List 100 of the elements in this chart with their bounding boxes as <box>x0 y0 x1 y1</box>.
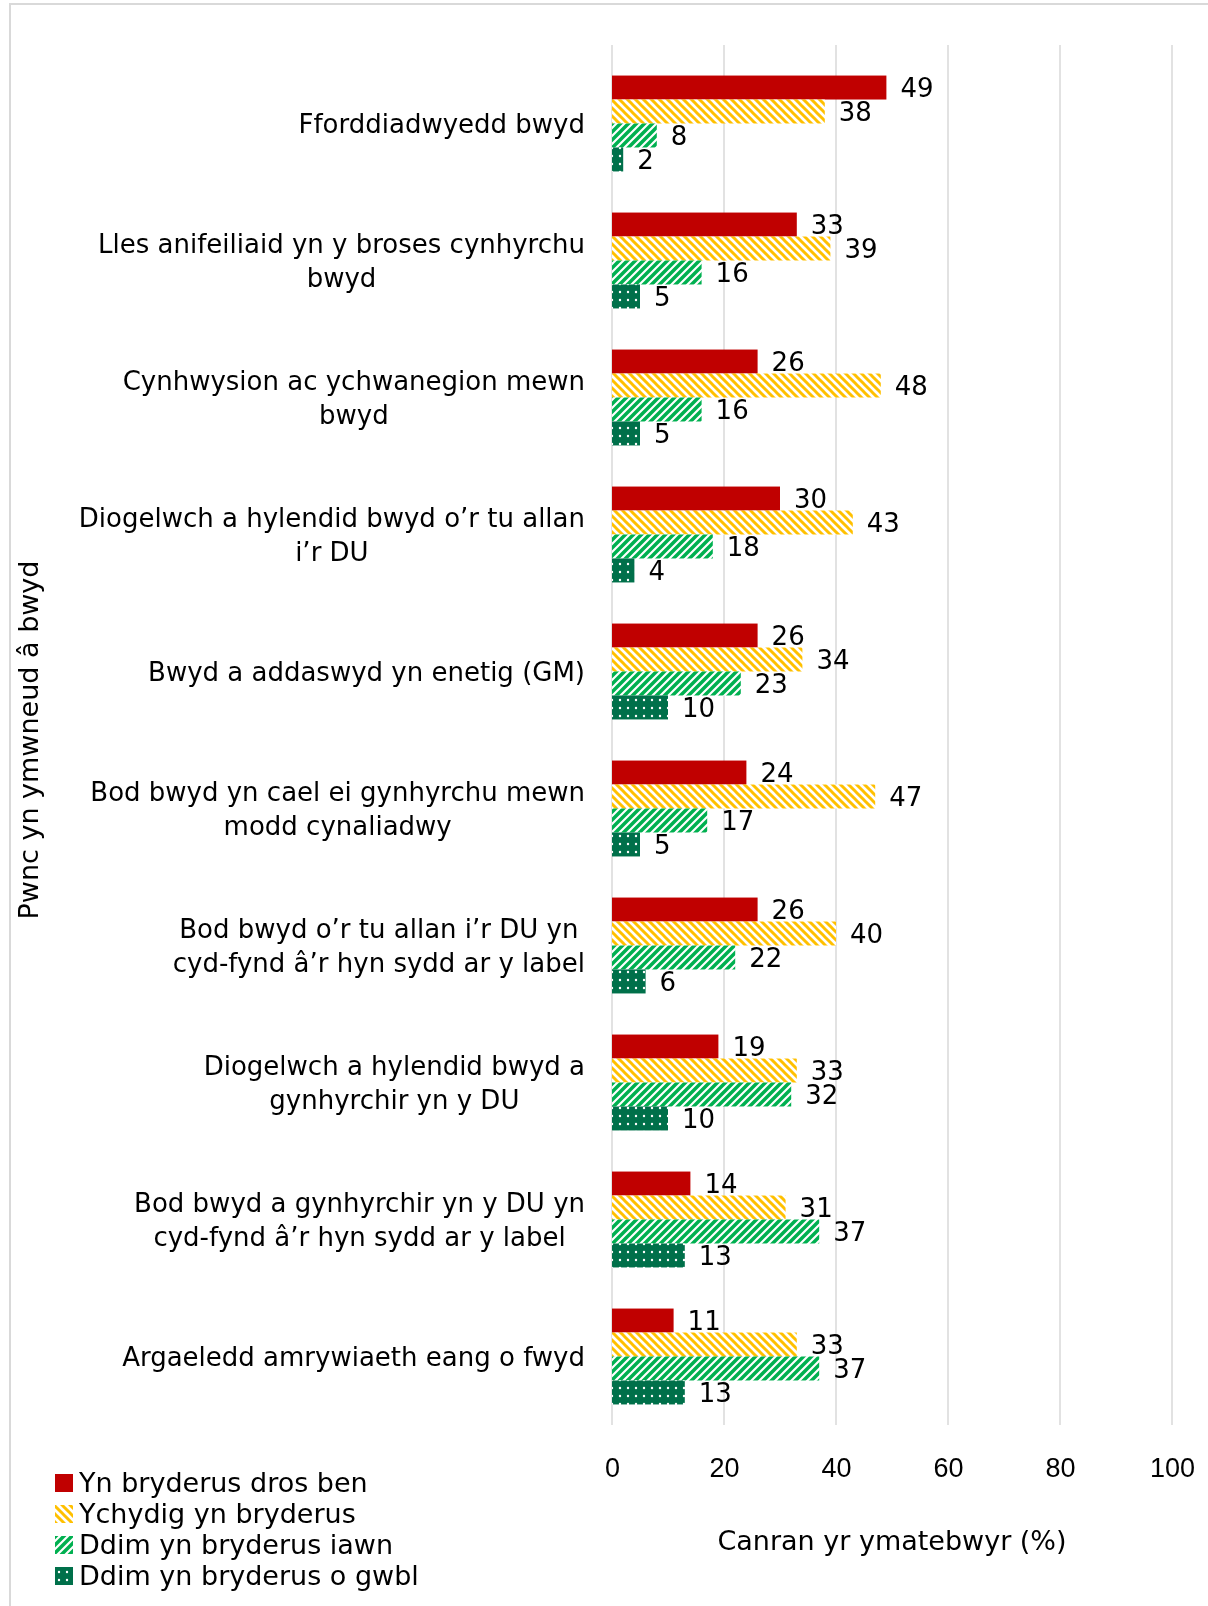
y-tick-label: Argaeledd amrywiaeth eang o fwyd <box>122 1341 585 1372</box>
bar <box>612 147 624 172</box>
data-label: 43 <box>866 507 900 538</box>
bar <box>612 397 702 422</box>
x-tick-label: 60 <box>933 1453 964 1484</box>
data-label: 26 <box>771 894 805 925</box>
data-label: 33 <box>810 209 844 240</box>
bar <box>612 647 803 672</box>
bar <box>612 832 640 857</box>
legend-label: Yn bryderus dros ben <box>78 1467 368 1499</box>
x-axis-title: Canran yr ymatebwyr (%) <box>717 1525 1067 1556</box>
bar <box>612 760 747 785</box>
bar <box>612 1106 668 1131</box>
bar <box>612 373 881 398</box>
bar <box>612 558 635 583</box>
data-label: 39 <box>844 233 878 264</box>
bar <box>612 534 713 559</box>
bar <box>612 99 825 124</box>
y-tick-label: Diogelwch a hylendid bwyd a gynhyrchir yn y DU <box>203 1050 585 1115</box>
bar <box>612 808 708 833</box>
x-tick-label: 100 <box>1149 1453 1196 1484</box>
y-tick-label: Lles anifeiliaid yn y broses cynhyrchu bwyd <box>98 228 585 293</box>
data-label: 49 <box>900 72 934 103</box>
x-tick-label: 80 <box>1045 1453 1076 1484</box>
legend-label: Ddim yn bryderus o gwbl <box>79 1560 419 1592</box>
data-label: 47 <box>889 781 923 812</box>
y-tick-label: Diogelwch a hylendid bwyd o’r tu allan i’r DU <box>78 502 585 567</box>
legend-label: Ychydig yn bryderus <box>78 1498 356 1530</box>
bar <box>612 671 741 696</box>
x-tick-label: 40 <box>821 1453 852 1484</box>
bar <box>612 1058 797 1083</box>
bar <box>612 123 657 148</box>
data-label: 26 <box>771 346 805 377</box>
bar <box>612 260 702 285</box>
data-label: 40 <box>850 918 884 949</box>
data-label: 37 <box>833 1353 867 1384</box>
bar <box>612 236 831 261</box>
bar <box>612 486 780 511</box>
data-label: 22 <box>749 942 783 973</box>
data-label: 6 <box>659 966 677 997</box>
bar <box>612 1219 820 1244</box>
data-label: 2 <box>637 144 654 175</box>
bar <box>612 510 853 535</box>
bar <box>612 212 797 237</box>
data-label: 34 <box>816 644 850 675</box>
bar <box>612 1171 691 1196</box>
bar <box>612 1308 674 1333</box>
data-label: 5 <box>654 418 671 449</box>
bar <box>612 695 668 720</box>
y-tick-label: Bwyd a addaswyd yn enetig (GM) <box>148 656 585 687</box>
data-label: 10 <box>682 1103 716 1134</box>
bar <box>612 897 758 922</box>
data-label: 5 <box>654 281 671 312</box>
data-label: 23 <box>754 668 788 699</box>
data-label: 13 <box>698 1240 732 1271</box>
bar <box>612 349 758 374</box>
data-label: 10 <box>682 692 716 723</box>
bar <box>612 1034 719 1059</box>
bar <box>612 784 876 809</box>
data-label: 4 <box>648 555 665 586</box>
bar <box>612 421 640 446</box>
data-label: 31 <box>799 1192 833 1223</box>
data-label: 8 <box>670 120 688 151</box>
y-axis-title: Pwnc yn ymwneud â bwyd <box>13 560 44 920</box>
bar <box>612 284 640 309</box>
bar <box>612 1356 820 1381</box>
data-label: 24 <box>760 757 794 788</box>
data-label: 5 <box>654 829 671 860</box>
bar <box>612 945 736 970</box>
data-label: 16 <box>715 394 749 425</box>
bar <box>612 1195 786 1220</box>
y-tick-label: Fforddiadwyedd bwyd <box>298 108 585 139</box>
data-label: 38 <box>838 96 872 127</box>
data-label: 18 <box>726 531 760 562</box>
data-label: 30 <box>794 483 828 514</box>
x-tick-label: 20 <box>709 1453 740 1484</box>
bar <box>612 1082 792 1107</box>
data-label: 37 <box>833 1216 867 1247</box>
data-label: 16 <box>715 257 749 288</box>
bar <box>612 623 758 648</box>
data-label: 11 <box>687 1305 721 1336</box>
data-label: 48 <box>894 370 928 401</box>
y-tick-label: Bod bwyd a gynhyrchir yn y DU yn cyd-fynd â’r hyn sydd ar y label <box>134 1187 585 1252</box>
x-tick-label: 0 <box>604 1453 621 1484</box>
data-label: 14 <box>704 1168 738 1199</box>
y-tick-label: Cynhwysion ac ychwanegion mewn bwyd <box>122 365 585 430</box>
bar <box>612 1332 797 1357</box>
data-label: 19 <box>732 1031 766 1062</box>
bar <box>612 921 836 946</box>
y-tick-label: Bod bwyd yn cael ei gynhyrchu mewn modd cynaliadwy <box>90 776 585 841</box>
legend-label: Ddim yn bryderus iawn <box>79 1529 394 1561</box>
bar <box>612 1243 685 1268</box>
data-label: 17 <box>721 805 755 836</box>
bar <box>612 969 646 994</box>
y-tick-label: Bod bwyd o’r tu allan i’r DU yn cyd-fynd â’r hyn sydd ar y label <box>172 913 585 978</box>
bar <box>612 1380 685 1405</box>
bar <box>612 75 887 100</box>
data-label: 26 <box>771 620 805 651</box>
data-label: 32 <box>805 1079 839 1110</box>
data-label: 13 <box>698 1377 732 1408</box>
